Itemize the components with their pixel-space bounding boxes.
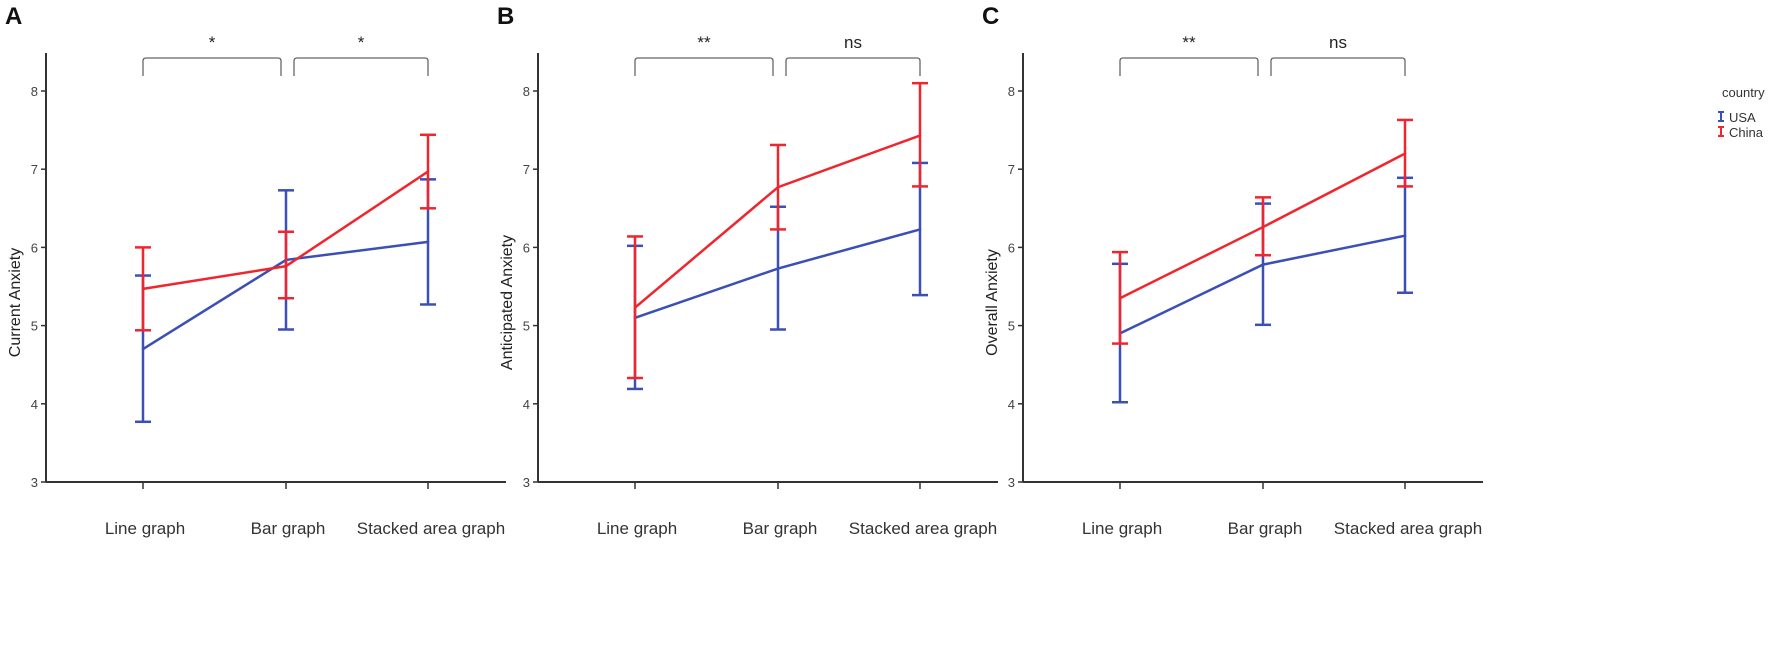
data-point bbox=[918, 228, 922, 231]
y-tick-label: 3 bbox=[31, 475, 38, 490]
panel-a: A 3 4 5 6 7 8 Current Anxiety Line graph Bar grap… bbox=[5, 3, 506, 538]
significance-bracket bbox=[142, 57, 282, 76]
x-tick-label: Bar graph bbox=[743, 519, 818, 538]
significance-label: ** bbox=[1182, 33, 1196, 52]
x-tick-label: Line graph bbox=[105, 519, 185, 538]
series-china bbox=[135, 133, 436, 332]
data-point bbox=[1403, 234, 1407, 237]
y-axis-title: Current Anxiety bbox=[7, 248, 24, 357]
y-tick-label: 5 bbox=[1008, 319, 1015, 334]
panel-letter: C bbox=[982, 3, 999, 30]
y-tick-label: 6 bbox=[523, 240, 530, 255]
y-tick-label: 3 bbox=[523, 475, 530, 490]
series-usa bbox=[1112, 176, 1413, 404]
x-tick-label: Stacked area graph bbox=[1334, 519, 1482, 538]
series-usa bbox=[135, 178, 436, 424]
data-point bbox=[284, 264, 288, 268]
y-tick-label: 4 bbox=[31, 397, 38, 412]
significance-label: ** bbox=[697, 33, 711, 52]
legend-entry: USA bbox=[1729, 110, 1756, 125]
y-tick-label: 5 bbox=[523, 319, 530, 334]
y-tick-label: 3 bbox=[1008, 475, 1015, 490]
data-point bbox=[141, 287, 145, 291]
series-china bbox=[627, 81, 928, 380]
x-tick-label: Line graph bbox=[1082, 519, 1162, 538]
data-point bbox=[776, 185, 780, 189]
significance-bracket bbox=[1119, 57, 1259, 76]
y-tick-label: 8 bbox=[1008, 84, 1015, 99]
data-point bbox=[1403, 152, 1407, 155]
significance-label: * bbox=[209, 33, 216, 52]
x-tick-label: Stacked area graph bbox=[357, 519, 505, 538]
x-tick-label: Bar graph bbox=[251, 519, 326, 538]
legend-entry: China bbox=[1729, 125, 1764, 140]
y-axis-title: Overall Anxiety bbox=[984, 249, 1001, 356]
data-point bbox=[1261, 263, 1265, 266]
legend-title: country bbox=[1722, 85, 1765, 100]
y-tick-label: 7 bbox=[1008, 162, 1015, 177]
data-point bbox=[1261, 225, 1265, 229]
y-tick-label: 8 bbox=[31, 84, 38, 99]
y-tick-label: 6 bbox=[1008, 240, 1015, 255]
panel-letter: A bbox=[5, 3, 22, 30]
significance-bracket bbox=[785, 57, 921, 76]
data-point bbox=[426, 170, 430, 173]
legend-errorbar-icon bbox=[1718, 111, 1724, 122]
y-tick-label: 8 bbox=[523, 84, 530, 99]
significance-bracket bbox=[634, 57, 774, 76]
significance-bracket bbox=[293, 57, 429, 76]
y-axis-title: Anticipated Anxiety bbox=[499, 235, 516, 370]
y-tick-label: 6 bbox=[31, 240, 38, 255]
significance-label: ns bbox=[1329, 33, 1347, 52]
panel-c: C 3 4 5 6 7 8 Overall Anxiety Line graph Bar grap… bbox=[982, 3, 1483, 538]
panel-letter: B bbox=[497, 3, 514, 30]
data-point bbox=[426, 240, 430, 244]
data-point bbox=[141, 347, 145, 351]
legend-errorbar-icon bbox=[1718, 126, 1724, 137]
significance-label: * bbox=[358, 33, 365, 52]
y-tick-label: 7 bbox=[31, 162, 38, 177]
x-tick-label: Bar graph bbox=[1228, 519, 1303, 538]
data-point bbox=[633, 306, 637, 309]
series-china bbox=[1112, 118, 1413, 345]
y-tick-label: 4 bbox=[1008, 397, 1015, 412]
data-point bbox=[1118, 296, 1122, 300]
significance-bracket bbox=[1270, 57, 1406, 76]
y-tick-label: 4 bbox=[523, 397, 530, 412]
y-tick-label: 5 bbox=[31, 319, 38, 334]
panel-b: B 3 4 5 6 7 8 Anticipated Anxiety Line graph Bar … bbox=[497, 3, 998, 538]
x-tick-label: Line graph bbox=[597, 519, 677, 538]
significance-label: ns bbox=[844, 33, 862, 52]
data-point bbox=[918, 134, 922, 137]
data-point bbox=[776, 267, 780, 270]
x-tick-label: Stacked area graph bbox=[849, 519, 997, 538]
y-tick-label: 7 bbox=[523, 162, 530, 177]
